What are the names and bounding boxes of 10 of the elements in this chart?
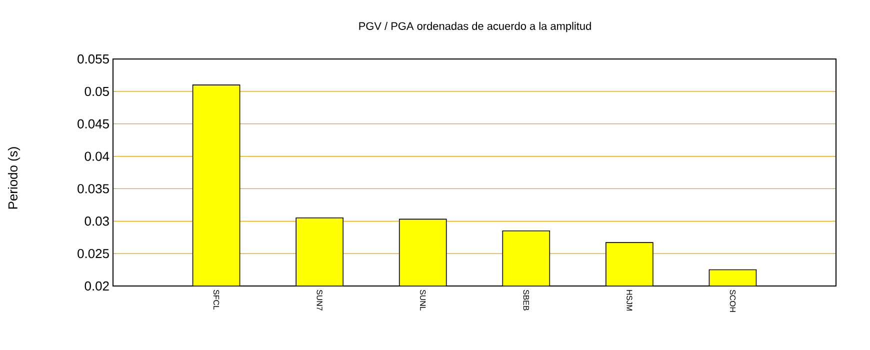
y-tick-label: 0.03 xyxy=(84,216,109,226)
y-tick-label: 0.04 xyxy=(84,152,110,161)
y-axis-title: Periodo (s) xyxy=(8,147,20,209)
chart-title: PGV / PGA ordenadas de acuerdo a la amplitud xyxy=(359,22,591,32)
y-tick-label: 0.035 xyxy=(78,184,109,194)
y-tick-label: 0.025 xyxy=(78,248,109,258)
y-tick-label: 0.02 xyxy=(84,281,109,291)
y-tick-label: 0.05 xyxy=(84,86,109,96)
y-tick-label: 0.055 xyxy=(78,54,109,64)
y-tick-label: 0.045 xyxy=(78,119,109,128)
